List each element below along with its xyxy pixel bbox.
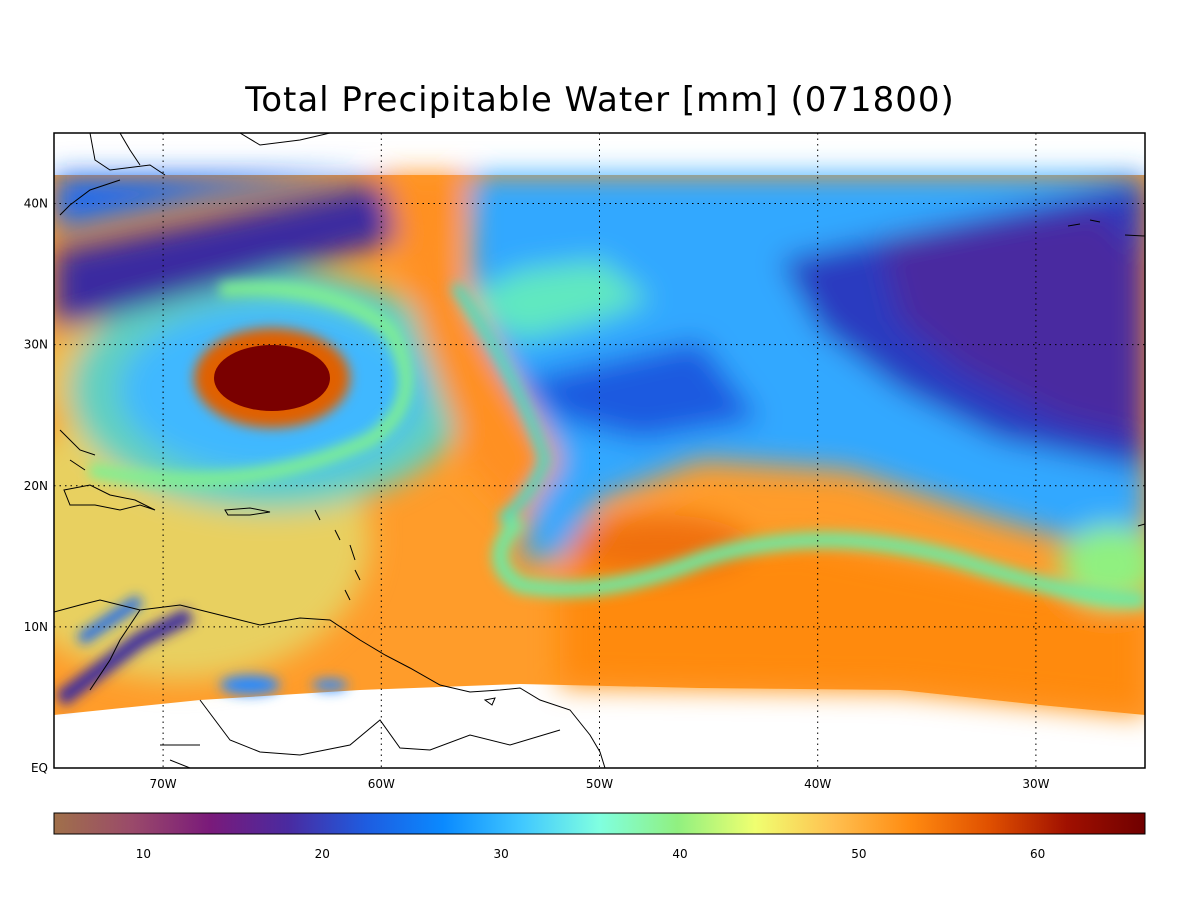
latitude-label: 20N	[24, 479, 48, 493]
colorbar-tick-label: 30	[493, 847, 508, 861]
longitude-label: 60W	[368, 777, 395, 791]
longitude-label: 50W	[586, 777, 613, 791]
tpw-field	[54, 175, 1145, 715]
longitude-label: 40W	[804, 777, 831, 791]
colorbar-tick-label: 60	[1030, 847, 1045, 861]
longitude-labels: 70W 60W 50W 40W 30W	[150, 777, 1050, 791]
longitude-label: 30W	[1022, 777, 1049, 791]
colorbar-tick-label: 20	[315, 847, 330, 861]
coastlines	[54, 133, 1145, 768]
latitude-label: 10N	[24, 620, 48, 634]
cyclone-core	[214, 345, 330, 411]
longitude-label: 70W	[150, 777, 177, 791]
colorbar-tick-label: 10	[136, 847, 151, 861]
map-title: Total Precipitable Water [mm] (071800)	[245, 80, 955, 120]
latitude-labels: EQ 10N 20N 30N 40N	[24, 197, 48, 775]
colorbar: 10 20 30 40 50 60	[53, 812, 1146, 861]
colorbar-gradient	[53, 812, 1146, 835]
colorbar-tick-label: 50	[851, 847, 866, 861]
latitude-label: 40N	[24, 197, 48, 211]
colorbar-tick-label: 40	[672, 847, 687, 861]
graticule	[54, 133, 1145, 768]
latitude-label: 30N	[24, 338, 48, 352]
latitude-label: EQ	[31, 761, 48, 775]
